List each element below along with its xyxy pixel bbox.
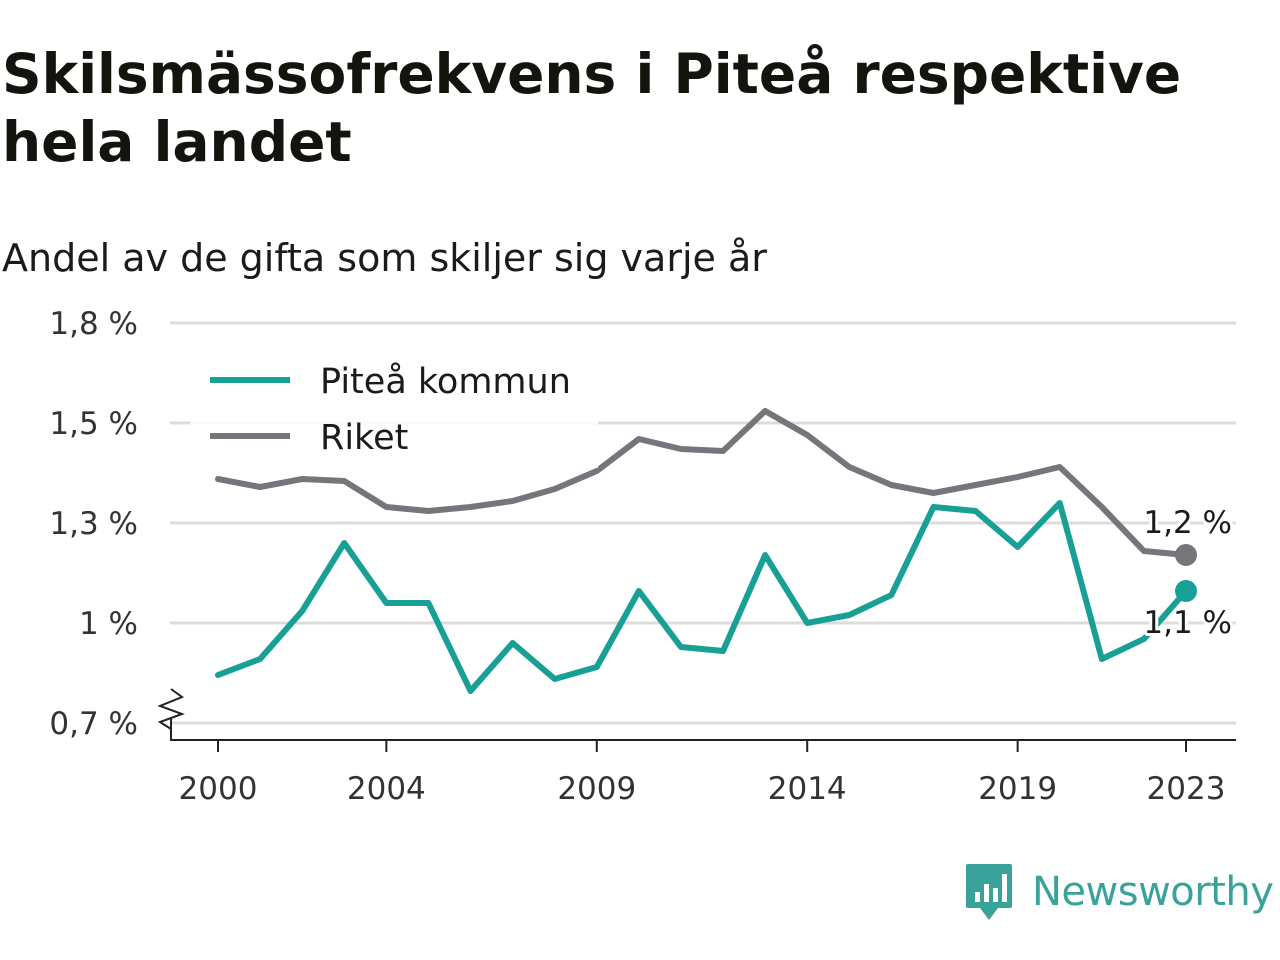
brand-name: Newsworthy bbox=[1032, 869, 1274, 915]
y-axis-ticks: 0,7 % 1 % 1,3 % 1,5 % 1,8 % bbox=[49, 306, 138, 742]
x-tick-label: 2009 bbox=[557, 771, 636, 807]
series-lines bbox=[215, 408, 1197, 694]
end-labels: 1,1 % 1,2 % bbox=[1140, 502, 1235, 644]
x-tick-label: 2000 bbox=[179, 771, 258, 807]
brand-logo: Newsworthy bbox=[964, 862, 1274, 922]
x-tick-label: 2004 bbox=[347, 771, 426, 807]
legend: Piteå kommun Riket bbox=[190, 346, 598, 468]
y-tick-label: 1 % bbox=[79, 606, 138, 642]
series-end-point bbox=[1175, 544, 1197, 566]
legend-background bbox=[190, 346, 598, 468]
x-tick-label: 2014 bbox=[768, 771, 847, 807]
x-tick-label: 2023 bbox=[1147, 771, 1226, 807]
newsworthy-logo-icon bbox=[966, 864, 1012, 920]
y-tick-label: 0,7 % bbox=[49, 706, 138, 742]
axis-break-icon bbox=[157, 688, 185, 730]
series-end-label: 1,2 % bbox=[1143, 505, 1232, 541]
chart-subtitle: Andel av de gifta som skiljer sig varje … bbox=[2, 236, 767, 280]
series-end-point bbox=[1175, 580, 1197, 602]
series-line bbox=[215, 500, 1189, 694]
legend-label: Piteå kommun bbox=[320, 361, 571, 402]
gridlines bbox=[170, 321, 1236, 725]
series-end-label: 1,1 % bbox=[1143, 605, 1232, 641]
x-axis: 2000 2004 2009 2014 2019 2023 bbox=[157, 688, 1236, 807]
y-tick-label: 1,5 % bbox=[49, 406, 138, 442]
y-tick-label: 1,3 % bbox=[49, 506, 138, 542]
legend-label: Riket bbox=[320, 418, 408, 458]
series-line bbox=[215, 408, 1189, 558]
y-tick-label: 1,8 % bbox=[49, 306, 138, 342]
chart-title: Skilsmässofrekvens i Piteå respektive he… bbox=[2, 42, 1182, 174]
x-tick-label: 2019 bbox=[978, 771, 1057, 807]
